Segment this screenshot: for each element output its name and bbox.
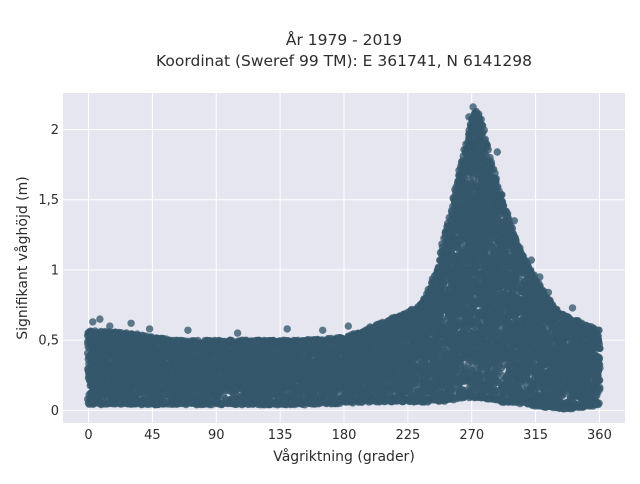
chart-title-line2: Koordinat (Sweref 99 TM): E 361741, N 61… <box>156 52 532 70</box>
chart-title-line1: År 1979 - 2019 <box>286 30 402 49</box>
